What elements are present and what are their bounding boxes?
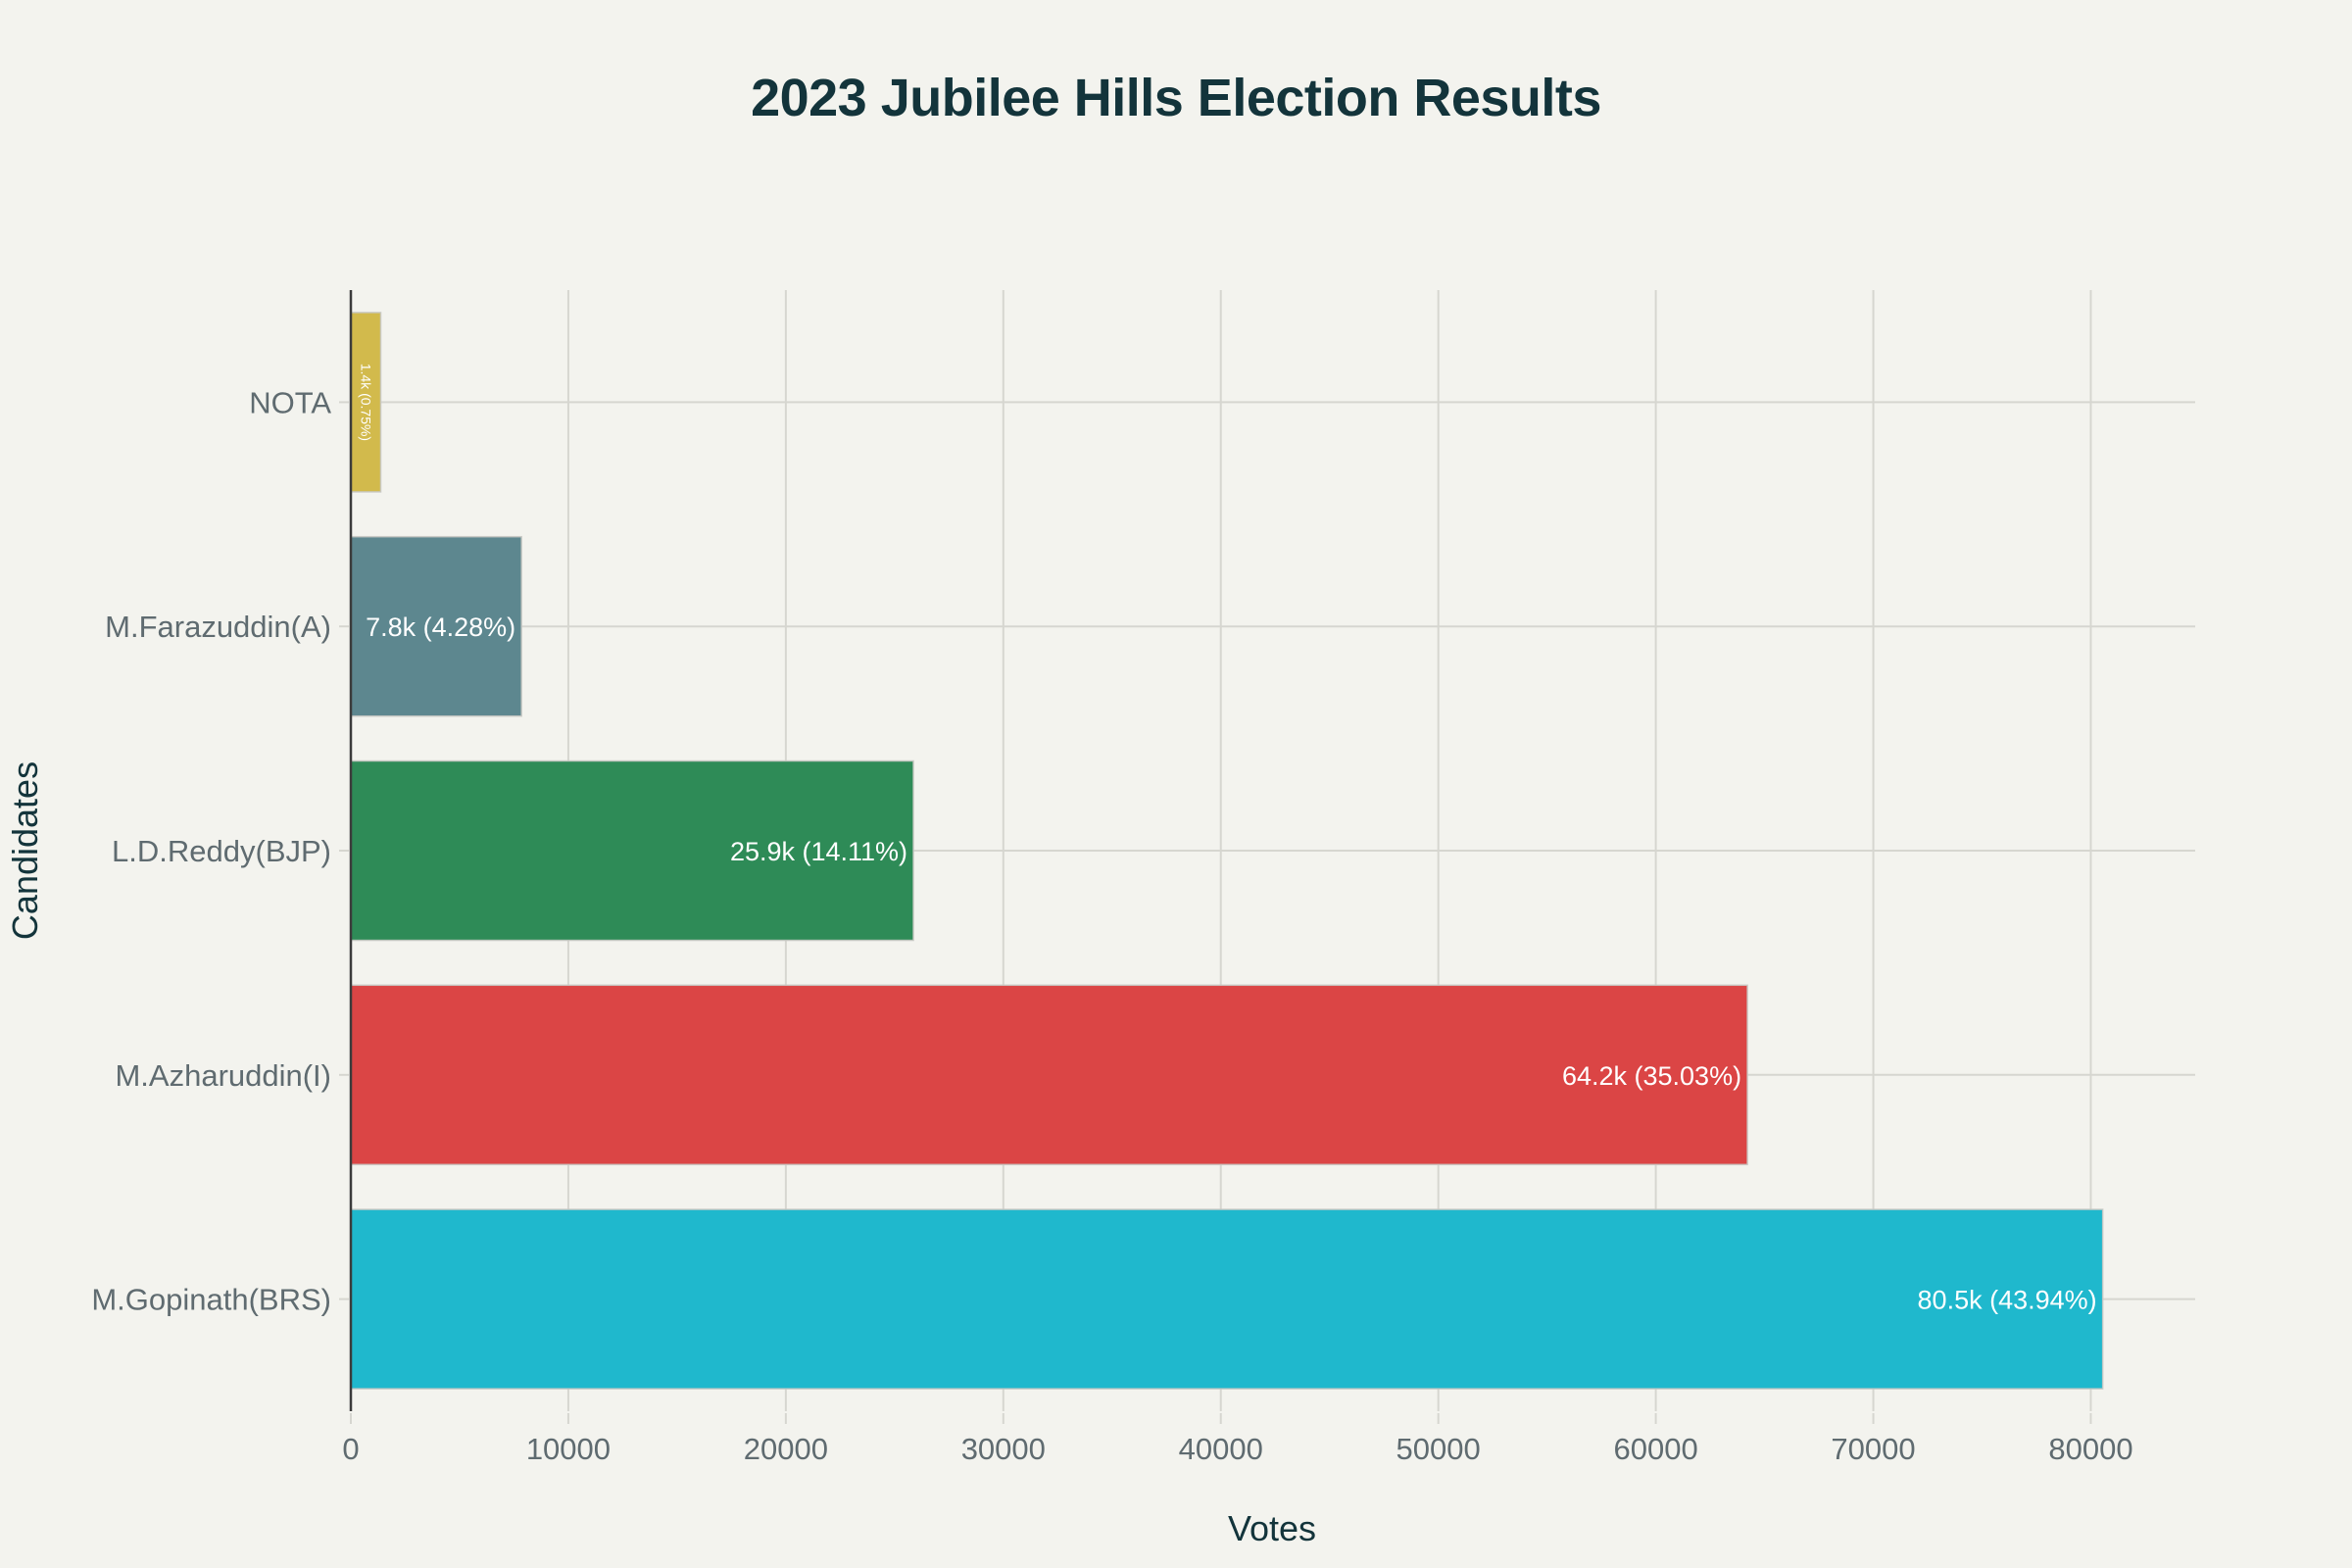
x-tick-label: 50000 — [1396, 1432, 1481, 1466]
x-tick-label: 10000 — [526, 1432, 611, 1466]
y-tick-label: M.Gopinath(BRS) — [91, 1283, 331, 1317]
x-tick-label: 20000 — [744, 1432, 828, 1466]
x-axis-ticks: 0 10000 20000 30000 40000 50000 60000 70000 8000… — [342, 1413, 2133, 1466]
bar-m-gopinath-brs — [350, 1208, 2104, 1390]
y-axis-title: Candidates — [5, 761, 45, 940]
chart-title: 2023 Jubilee Hills Election Results — [751, 69, 1601, 127]
bar-m-farazuddin-a — [350, 535, 522, 717]
x-tick-label: 30000 — [961, 1432, 1046, 1466]
bars — [350, 312, 2104, 1390]
bar-data-label: 7.8k (4.28%) — [366, 612, 515, 642]
x-tick-label: 0 — [342, 1432, 359, 1466]
y-tick-label: L.D.Reddy(BJP) — [112, 834, 331, 868]
x-tick-label: 60000 — [1613, 1432, 1697, 1466]
x-tick-label: 80000 — [2048, 1432, 2132, 1466]
bar-data-label: 1.4k (0.75%) — [358, 364, 373, 441]
x-tick-label: 40000 — [1179, 1432, 1263, 1466]
y-axis-ticks: NOTA M.Farazuddin(A) L.D.Reddy(BJP) M.Azhar… — [91, 385, 349, 1317]
x-tick-label: 70000 — [1831, 1432, 1915, 1466]
y-tick-label: NOTA — [249, 385, 331, 419]
bar-data-label: 25.9k (14.11%) — [730, 837, 907, 866]
bar-l-d-reddy-bjp — [350, 760, 914, 942]
y-tick-label: M.Farazuddin(A) — [105, 610, 331, 644]
bar-m-azharuddin-i — [350, 984, 1748, 1166]
x-axis-title: Votes — [1228, 1508, 1316, 1548]
bar-nota — [350, 312, 382, 493]
bar-data-labels: 1.4k (0.75%) 7.8k (4.28%) 25.9k (14.11%) 64… — [358, 364, 2096, 1315]
y-tick-label: M.Azharuddin(I) — [115, 1058, 331, 1093]
bar-data-label: 80.5k (43.94%) — [1918, 1286, 2097, 1315]
bar-data-label: 64.2k (35.03%) — [1562, 1061, 1741, 1091]
